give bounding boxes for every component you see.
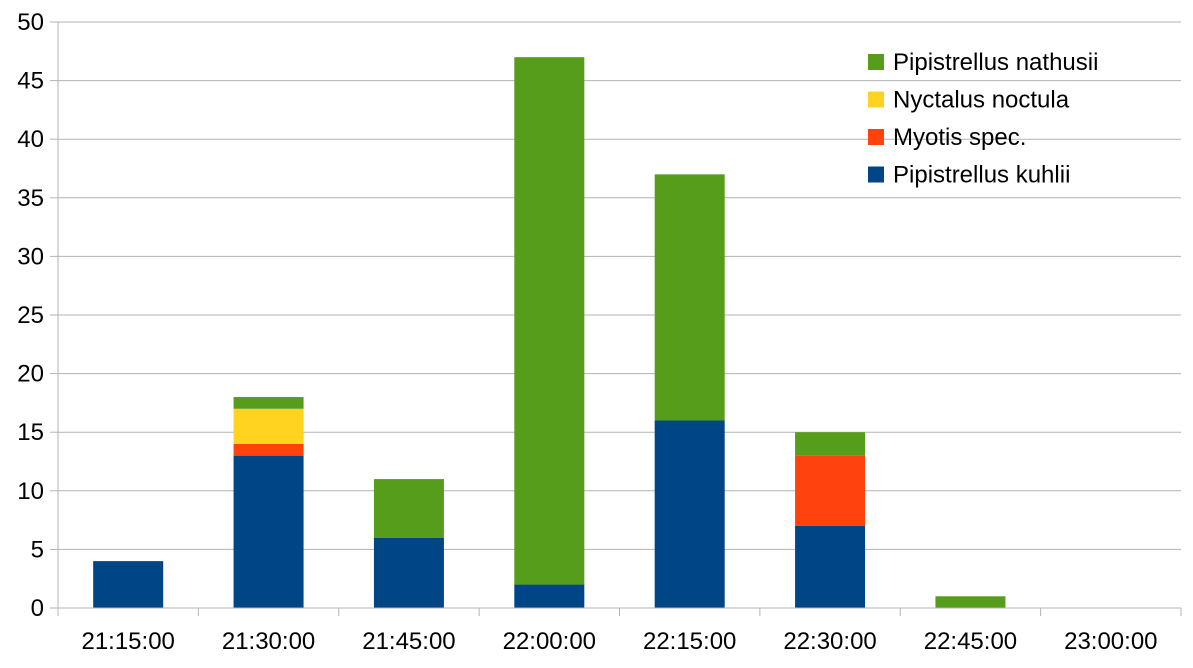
y-tick-label: 35 <box>17 185 44 212</box>
bar-segment <box>373 479 444 538</box>
y-tick-label: 45 <box>17 68 44 95</box>
x-tick-label: 22:15:00 <box>643 628 736 655</box>
bar-segment <box>233 443 304 456</box>
x-tick-label: 22:30:00 <box>783 628 876 655</box>
y-tick-label: 50 <box>17 9 44 36</box>
legend: Pipistrellus nathusii Nyctalus noctula Myo… <box>868 49 1098 189</box>
y-tick-label: 0 <box>31 595 44 622</box>
legend-swatch <box>868 129 884 145</box>
x-tick-label: 21:30:00 <box>222 628 315 655</box>
bar-segment <box>233 397 304 409</box>
y-axis-ticks: 0 5 10 15 20 25 30 35 40 45 50 <box>17 9 58 622</box>
y-tick-label: 15 <box>17 419 44 446</box>
legend-label: Myotis spec. <box>893 124 1026 151</box>
y-tick-label: 30 <box>17 243 44 270</box>
y-tick-label: 10 <box>17 478 44 505</box>
legend-swatch <box>868 54 884 70</box>
bar-segment <box>233 408 304 444</box>
legend-label: Pipistrellus kuhlii <box>893 162 1070 189</box>
bar-segment <box>373 537 444 608</box>
x-tick-label: 22:45:00 <box>924 628 1017 655</box>
y-tick-label: 40 <box>17 126 44 153</box>
bar-segment <box>795 432 866 456</box>
y-tick-label: 20 <box>17 361 44 388</box>
y-tick-label: 25 <box>17 302 44 329</box>
bar-segment <box>514 57 585 585</box>
x-tick-label: 21:45:00 <box>362 628 455 655</box>
legend-label: Nyctalus noctula <box>893 87 1070 114</box>
bar-segment <box>654 174 725 421</box>
bar-segment <box>795 525 866 608</box>
bar-segment <box>795 455 866 526</box>
x-tick-label: 23:00:00 <box>1064 628 1157 655</box>
x-axis-ticks: 21:15:00 21:30:00 21:45:00 22:00:00 22:15:00… <box>57 608 1182 655</box>
bar-segment <box>233 455 304 608</box>
bars <box>93 57 1006 608</box>
legend-swatch <box>868 166 884 183</box>
bar-segment <box>935 596 1006 608</box>
legend-swatch <box>868 91 884 108</box>
bar-segment <box>93 561 164 608</box>
y-tick-label: 5 <box>31 536 44 563</box>
x-tick-label: 22:00:00 <box>503 628 596 655</box>
legend-label: Pipistrellus nathusii <box>893 49 1098 76</box>
x-tick-label: 21:15:00 <box>81 628 174 655</box>
bar-segment <box>654 420 725 608</box>
bar-segment <box>514 584 585 608</box>
